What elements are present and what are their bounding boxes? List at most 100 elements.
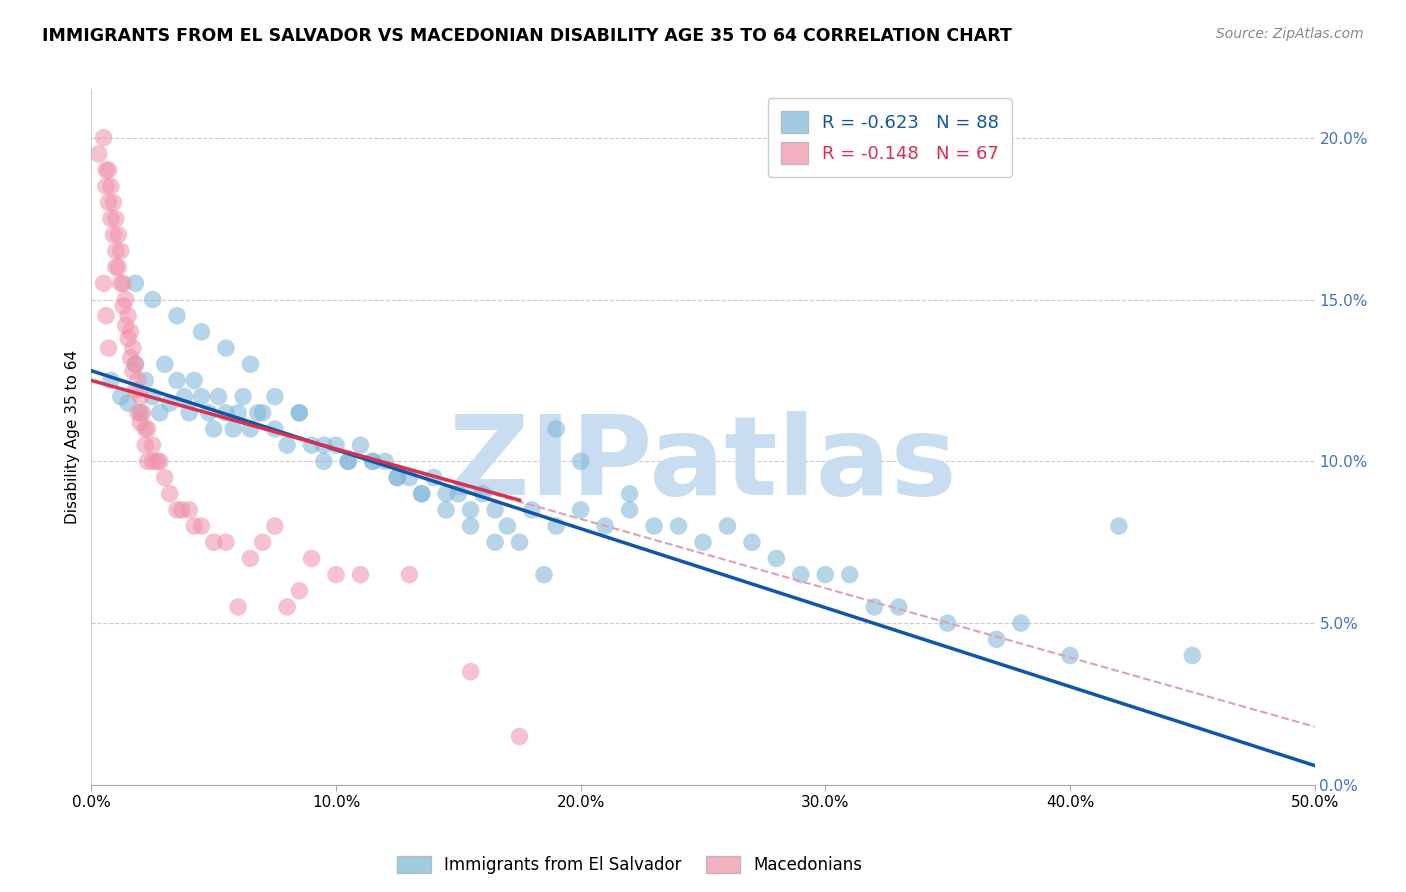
Point <box>94 179 117 194</box>
Point <box>232 390 254 404</box>
Point <box>546 519 568 533</box>
Text: Source: ZipAtlas.com: Source: ZipAtlas.com <box>1216 27 1364 41</box>
Point <box>533 567 555 582</box>
Point <box>863 599 886 614</box>
Point <box>87 147 110 161</box>
Point <box>692 535 714 549</box>
Point <box>104 260 127 275</box>
Point <box>765 551 787 566</box>
Point <box>838 567 860 582</box>
Point <box>129 416 152 430</box>
Point <box>1181 648 1204 663</box>
Point <box>434 503 457 517</box>
Point <box>986 632 1008 647</box>
Point <box>166 503 188 517</box>
Point <box>149 406 172 420</box>
Point <box>173 390 195 404</box>
Point <box>423 470 446 484</box>
Point <box>159 396 181 410</box>
Point <box>252 535 274 549</box>
Point <box>288 406 311 420</box>
Point <box>107 227 129 242</box>
Point <box>814 567 837 582</box>
Point <box>146 454 169 468</box>
Point <box>149 454 172 468</box>
Point <box>112 277 135 291</box>
Point <box>202 422 225 436</box>
Point <box>153 470 176 484</box>
Point <box>159 486 181 500</box>
Point <box>190 519 212 533</box>
Point <box>246 406 269 420</box>
Point <box>97 341 120 355</box>
Point <box>411 486 433 500</box>
Point <box>100 211 122 226</box>
Point <box>124 277 146 291</box>
Text: IMMIGRANTS FROM EL SALVADOR VS MACEDONIAN DISABILITY AGE 35 TO 64 CORRELATION CH: IMMIGRANTS FROM EL SALVADOR VS MACEDONIA… <box>42 27 1012 45</box>
Point <box>496 519 519 533</box>
Point <box>349 567 371 582</box>
Point <box>215 341 238 355</box>
Point <box>202 535 225 549</box>
Point <box>166 309 188 323</box>
Point <box>239 422 262 436</box>
Point <box>337 454 360 468</box>
Point <box>93 277 115 291</box>
Point <box>264 519 287 533</box>
Point <box>141 390 163 404</box>
Point <box>936 616 959 631</box>
Point <box>104 244 127 258</box>
Point <box>520 503 543 517</box>
Point <box>166 374 188 388</box>
Point <box>114 318 136 333</box>
Point <box>887 599 910 614</box>
Point <box>226 406 249 420</box>
Point <box>117 331 139 345</box>
Point <box>112 299 135 313</box>
Point <box>398 470 420 484</box>
Point <box>619 486 641 500</box>
Point <box>120 325 142 339</box>
Point <box>569 454 592 468</box>
Point <box>124 357 146 371</box>
Point <box>312 438 335 452</box>
Point <box>790 567 813 582</box>
Point <box>337 454 360 468</box>
Point <box>215 535 238 549</box>
Point <box>127 374 149 388</box>
Point <box>741 535 763 549</box>
Point <box>264 422 287 436</box>
Point <box>215 406 238 420</box>
Point <box>134 422 156 436</box>
Text: ZIPatlas: ZIPatlas <box>449 411 957 518</box>
Point <box>198 406 221 420</box>
Point <box>120 351 142 365</box>
Point <box>447 486 470 500</box>
Point <box>100 374 122 388</box>
Point <box>716 519 738 533</box>
Point <box>349 438 371 452</box>
Point <box>183 519 205 533</box>
Point <box>301 551 323 566</box>
Point <box>1059 648 1081 663</box>
Point <box>593 519 616 533</box>
Point <box>122 364 145 378</box>
Point <box>312 454 335 468</box>
Point <box>361 454 384 468</box>
Point <box>183 374 205 388</box>
Point <box>643 519 665 533</box>
Point <box>170 503 193 517</box>
Y-axis label: Disability Age 35 to 64: Disability Age 35 to 64 <box>65 350 80 524</box>
Point <box>264 390 287 404</box>
Point <box>484 503 506 517</box>
Point <box>127 406 149 420</box>
Point <box>103 195 125 210</box>
Point <box>141 454 163 468</box>
Point <box>132 406 155 420</box>
Point <box>97 163 120 178</box>
Point <box>226 599 249 614</box>
Point <box>141 293 163 307</box>
Point <box>385 470 409 484</box>
Point <box>301 438 323 452</box>
Point <box>385 470 409 484</box>
